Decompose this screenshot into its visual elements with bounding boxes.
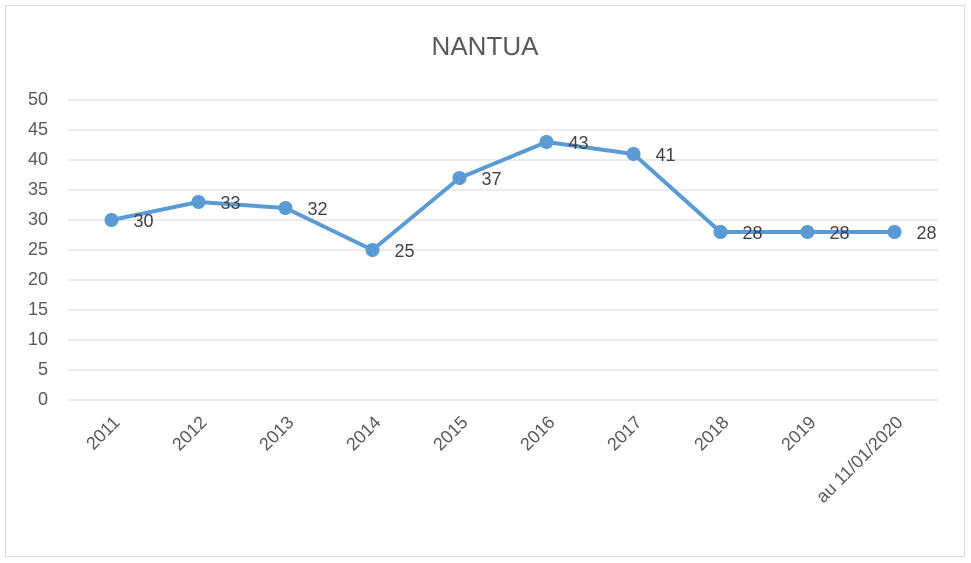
data-label: 33 [221,193,241,213]
point [713,225,728,239]
point [452,171,467,185]
point [626,147,641,161]
point [800,225,815,239]
data-label: 37 [482,169,502,189]
data-label: 43 [569,133,589,153]
data-label: 28 [743,223,763,243]
y-tick-label: 30 [28,209,48,229]
y-tick-label: 35 [28,179,48,199]
data-label: 32 [308,199,328,219]
data-label: 28 [917,223,937,243]
y-tick-label: 40 [28,149,48,169]
point [191,195,206,209]
y-tick-label: 0 [38,389,48,409]
data-label: 30 [134,211,154,231]
y-tick-label: 20 [28,269,48,289]
point [278,201,293,215]
y-tick-label: 25 [28,239,48,259]
data-label: 28 [830,223,850,243]
y-tick-label: 5 [38,359,48,379]
y-tick-label: 10 [28,329,48,349]
y-tick-label: 15 [28,299,48,319]
line [111,140,895,252]
data-label: 25 [395,241,415,261]
point [104,213,119,227]
y-tick-label: 50 [28,89,48,109]
y-tick-label: 45 [28,119,48,139]
point [887,225,902,239]
point [365,243,380,257]
point [539,135,554,149]
chart-title: NANTUA [432,31,540,61]
data-label: 41 [656,145,676,165]
chart-border [5,5,965,557]
